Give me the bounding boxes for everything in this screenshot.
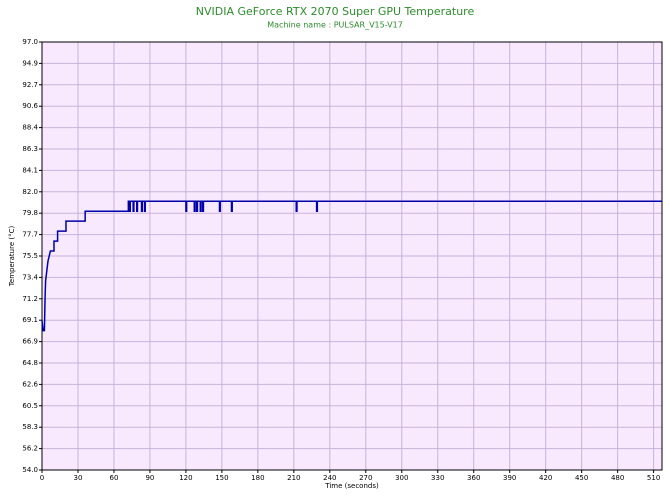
y-tick-label: 88.4 <box>22 124 38 132</box>
x-axis-label: Time (seconds) <box>324 482 379 490</box>
y-tick-label: 90.6 <box>22 102 38 110</box>
x-tick-label: 210 <box>287 474 300 482</box>
x-tick-label: 150 <box>215 474 228 482</box>
y-tick-label: 71.2 <box>22 295 38 303</box>
x-tick-label: 300 <box>395 474 408 482</box>
x-tick-label: 240 <box>323 474 336 482</box>
x-tick-label: 60 <box>109 474 118 482</box>
x-tick-label: 360 <box>467 474 480 482</box>
y-tick-label: 84.1 <box>22 166 38 174</box>
y-tick-label: 69.1 <box>22 316 38 324</box>
x-tick-label: 270 <box>359 474 372 482</box>
y-tick-label: 92.7 <box>22 81 38 89</box>
y-tick-label: 75.5 <box>22 252 38 260</box>
x-tick-label: 30 <box>74 474 83 482</box>
y-tick-label: 60.5 <box>22 402 38 410</box>
x-tick-label: 0 <box>40 474 44 482</box>
x-tick-label: 120 <box>179 474 192 482</box>
y-tick-label: 66.9 <box>22 338 38 346</box>
x-tick-label: 330 <box>431 474 444 482</box>
y-tick-label: 56.2 <box>22 445 38 453</box>
y-tick-label: 54.0 <box>22 466 38 474</box>
x-tick-label: 420 <box>539 474 552 482</box>
y-tick-label: 94.9 <box>22 59 38 67</box>
x-tick-label: 90 <box>145 474 154 482</box>
y-tick-label: 77.7 <box>22 231 38 239</box>
x-tick-label: 480 <box>611 474 624 482</box>
plot-border <box>41 41 663 471</box>
y-tick-label: 62.6 <box>22 380 38 388</box>
chart-title: NVIDIA GeForce RTX 2070 Super GPU Temper… <box>196 5 475 18</box>
y-tick-label: 97.0 <box>22 38 38 46</box>
y-tick-label: 64.8 <box>22 359 38 367</box>
chart-subtitle: Machine name : PULSAR_V15-V17 <box>267 21 403 30</box>
y-axis-label: Temperature (°C) <box>8 226 16 288</box>
data-line <box>41 200 662 332</box>
y-tick-label: 79.8 <box>22 209 38 217</box>
y-tick-label: 73.4 <box>22 273 38 281</box>
x-tick-label: 450 <box>575 474 588 482</box>
y-tick-label: 82.0 <box>22 188 38 196</box>
y-tick-label: 86.3 <box>22 145 38 153</box>
x-tick-label: 510 <box>647 474 660 482</box>
x-tick-label: 390 <box>503 474 516 482</box>
x-tick-label: 180 <box>251 474 264 482</box>
y-tick-label: 58.3 <box>22 423 38 431</box>
